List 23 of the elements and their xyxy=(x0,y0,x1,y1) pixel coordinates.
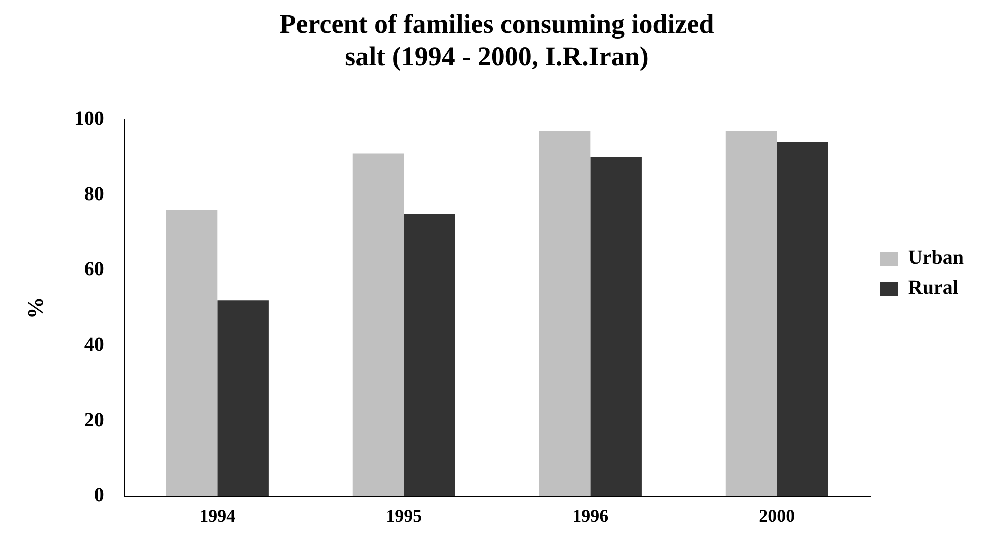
text: salt (1994 - 2000, I.R.Iran) xyxy=(345,42,649,72)
y-tick-label: 20 xyxy=(84,409,104,432)
bar xyxy=(726,131,778,496)
text: Percent of families consuming iodized xyxy=(280,9,714,40)
x-tick-label: 1994 xyxy=(200,506,236,526)
bar xyxy=(777,142,828,496)
x-tick-label: 1995 xyxy=(386,506,422,526)
y-tick-label: 80 xyxy=(84,183,104,206)
legend-label: Urban xyxy=(908,247,964,270)
y-tick-label: 0 xyxy=(94,484,104,507)
bar xyxy=(218,300,269,496)
bar xyxy=(352,154,404,496)
y-tick-label: 60 xyxy=(84,258,104,281)
x-tick-label: 1996 xyxy=(572,506,609,526)
bar xyxy=(539,131,591,496)
y-axis-title: % xyxy=(22,297,48,320)
x-tick-label: 2000 xyxy=(759,506,796,526)
y-tick-label: 100 xyxy=(74,108,104,130)
bar xyxy=(590,157,642,496)
y-tick-label: 40 xyxy=(84,334,104,356)
bar xyxy=(404,214,456,496)
bar xyxy=(166,210,218,496)
legend-label: Rural xyxy=(908,277,959,300)
